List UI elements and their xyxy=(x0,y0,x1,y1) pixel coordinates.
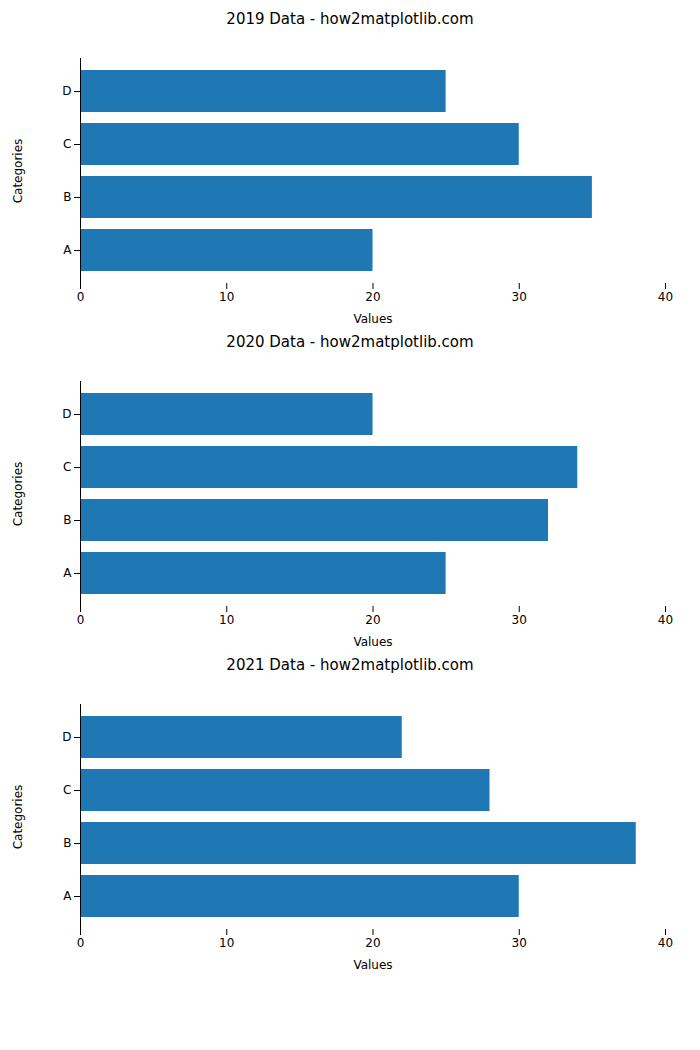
svg-text:20: 20 xyxy=(365,936,380,950)
svg-text:C: C xyxy=(63,460,71,474)
svg-text:C: C xyxy=(63,783,71,797)
svg-text:D: D xyxy=(62,730,71,744)
svg-text:Categories: Categories xyxy=(11,139,25,204)
svg-text:10: 10 xyxy=(219,613,234,627)
svg-text:A: A xyxy=(63,243,72,257)
svg-text:40: 40 xyxy=(658,290,673,304)
svg-text:0: 0 xyxy=(77,290,85,304)
html-text:2021 Data - how2matplotlib.com: 2021 Data - how2matplotlib.com xyxy=(226,656,474,674)
svg-text:0: 0 xyxy=(77,613,85,627)
svg-text:B: B xyxy=(63,190,71,204)
svg-text:30: 30 xyxy=(512,290,527,304)
svg-text:30: 30 xyxy=(512,936,527,950)
svg-text:10: 10 xyxy=(219,936,234,950)
svg-text:40: 40 xyxy=(658,613,673,627)
svg-text:0: 0 xyxy=(77,936,85,950)
svg-text:Values: Values xyxy=(353,635,392,649)
svg-text:30: 30 xyxy=(512,613,527,627)
svg-text:B: B xyxy=(63,836,71,850)
html-text:2019 Data - how2matplotlib.com: 2019 Data - how2matplotlib.com xyxy=(226,10,474,28)
svg-text:A: A xyxy=(63,889,72,903)
svg-text:A: A xyxy=(63,566,72,580)
html-text:2020 Data - how2matplotlib.com: 2020 Data - how2matplotlib.com xyxy=(226,333,474,351)
svg-text:20: 20 xyxy=(365,613,380,627)
svg-text:Values: Values xyxy=(353,312,392,326)
svg-text:D: D xyxy=(62,407,71,421)
svg-text:20: 20 xyxy=(365,290,380,304)
svg-text:Values: Values xyxy=(353,958,392,972)
svg-text:40: 40 xyxy=(658,936,673,950)
svg-text:D: D xyxy=(62,84,71,98)
svg-text:10: 10 xyxy=(219,290,234,304)
svg-text:C: C xyxy=(63,137,71,151)
svg-text:Categories: Categories xyxy=(11,462,25,527)
svg-text:B: B xyxy=(63,513,71,527)
svg-text:Categories: Categories xyxy=(11,785,25,850)
